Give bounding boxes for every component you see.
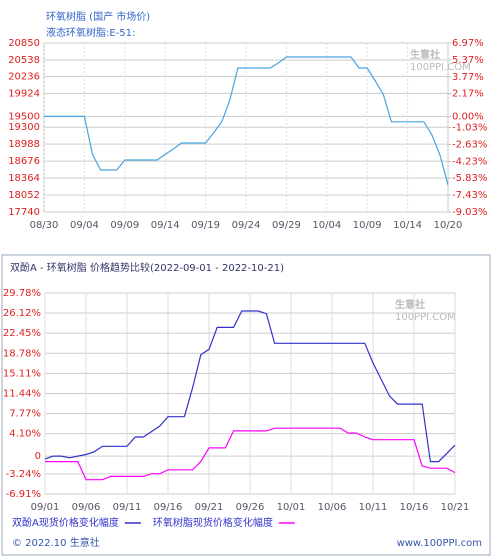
- y2-tick-label: 2.17%: [452, 89, 484, 100]
- y2-tick-label: 5.37%: [452, 55, 484, 66]
- y-tick-label: 18988: [8, 139, 40, 150]
- x-tick-label: 09/04: [70, 220, 99, 231]
- x-tick-label: 10/20: [434, 220, 463, 231]
- x-tick-label: 10/16: [400, 502, 429, 513]
- y2-tick-label: -7.43%: [452, 190, 487, 201]
- x-tick-label: 10/04: [312, 220, 341, 231]
- y2-tick-label: -2.63%: [452, 139, 487, 150]
- data-line: [45, 427, 456, 481]
- y-tick-label: 0: [35, 451, 41, 462]
- x-tick-label: 09/24: [232, 220, 261, 231]
- legend-label: 双酚A现货价格变化幅度: [12, 516, 119, 529]
- y-tick-label: 22.45%: [3, 328, 41, 339]
- y-tick-label: 18.78%: [3, 348, 41, 359]
- x-tick-label: 10/21: [441, 502, 470, 513]
- y-tick-label: 20850: [8, 38, 40, 49]
- y-tick-label: 4.10%: [9, 429, 41, 440]
- x-tick-label: 09/09: [110, 220, 139, 231]
- x-tick-label: 09/14: [151, 220, 180, 231]
- watermark: 生意社: [395, 298, 425, 311]
- x-tick-label: 10/14: [393, 220, 422, 231]
- y-tick-label: -3.24%: [6, 469, 41, 480]
- watermark: 生意社: [410, 48, 440, 61]
- y-tick-label: -6.91%: [6, 489, 41, 500]
- data-line: [44, 56, 449, 185]
- y-tick-label: 26.12%: [3, 308, 41, 319]
- y-tick-label: 17740: [8, 207, 40, 218]
- x-tick-label: 09/16: [154, 502, 183, 513]
- y2-tick-label: 6.97%: [452, 38, 484, 49]
- chart-title: 环氧树脂 (国产 市场价): [46, 10, 150, 23]
- y2-tick-label: -9.03%: [452, 207, 487, 218]
- y-tick-label: 18052: [8, 190, 40, 201]
- y-tick-label: 18364: [8, 173, 40, 184]
- y-tick-label: 20538: [8, 55, 40, 66]
- y2-tick-label: -5.83%: [452, 173, 487, 184]
- chart-frame: [1, 254, 491, 556]
- x-tick-label: 08/30: [30, 220, 59, 231]
- x-tick-label: 09/01: [31, 502, 60, 513]
- x-tick-label: 09/06: [72, 502, 101, 513]
- y-tick-label: 19924: [8, 88, 40, 99]
- y-tick-label: 7.77%: [9, 409, 41, 420]
- footer-left: © 2022.10 生意社: [12, 536, 100, 549]
- y-tick-label: 29.78%: [3, 288, 41, 299]
- x-tick-label: 09/21: [195, 502, 224, 513]
- watermark: 100PPI.COM: [410, 62, 471, 73]
- chart-subtitle: 液态环氧树脂:E-51:: [46, 26, 135, 39]
- y2-tick-label: -4.23%: [452, 156, 487, 167]
- y-tick-label: 18676: [8, 156, 40, 167]
- legend-label: 环氧树脂现货价格变化幅度: [153, 516, 273, 529]
- data-line: [44, 310, 456, 463]
- y2-tick-label: 3.77%: [452, 72, 484, 83]
- x-tick-label: 09/11: [113, 502, 142, 513]
- y2-tick-label: 0.00%: [452, 112, 484, 123]
- y2-tick-label: -1.03%: [452, 123, 487, 134]
- x-tick-label: 09/26: [236, 502, 265, 513]
- x-tick-label: 09/19: [191, 220, 220, 231]
- y-tick-label: 20236: [8, 71, 40, 82]
- watermark: 100PPI.COM: [395, 312, 456, 323]
- chart-title: 双酚A - 环氧树脂 价格趋势比较(2022-09-01 - 2022-10-2…: [10, 261, 284, 274]
- x-tick-label: 09/29: [272, 220, 301, 231]
- x-tick-label: 10/01: [277, 502, 306, 513]
- y-tick-label: 15.11%: [3, 368, 41, 379]
- x-tick-label: 10/09: [353, 220, 382, 231]
- footer-right: www.100PPI.com: [397, 538, 482, 549]
- x-tick-label: 10/11: [359, 502, 388, 513]
- y-tick-label: 19500: [8, 111, 40, 122]
- x-tick-label: 10/06: [318, 502, 347, 513]
- y-tick-label: 19300: [8, 122, 40, 133]
- y-tick-label: 11.44%: [3, 388, 41, 399]
